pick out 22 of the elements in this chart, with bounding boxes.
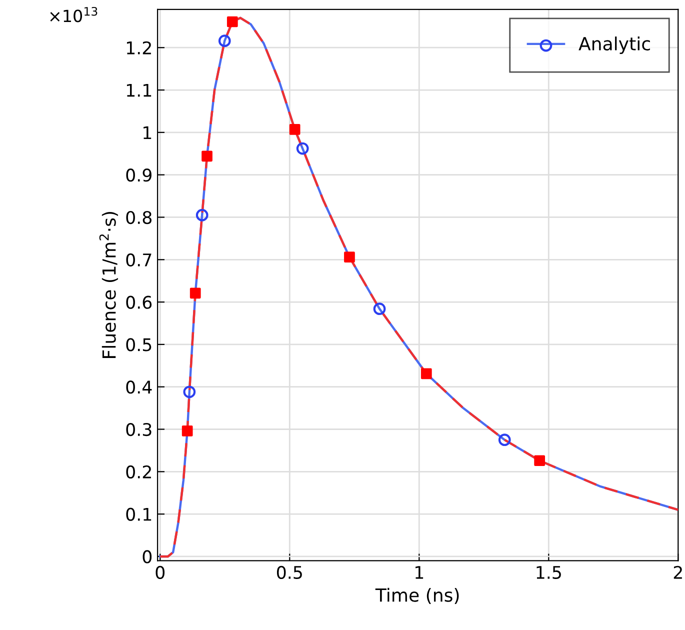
y-tick-label: 0.7	[126, 253, 152, 266]
text: ×10$^{13}$	[50, 6, 98, 22]
x-tick-label: 0	[156, 566, 165, 579]
x-tick-label: 2	[674, 566, 682, 579]
y-tick-label: 0.6	[126, 296, 152, 309]
y-tick-label: 0.8	[126, 210, 152, 224]
y-tick-label: 1.1	[126, 84, 152, 97]
x-axis-title: Time (ns)	[375, 588, 459, 604]
y-tick-label: 0	[142, 550, 152, 564]
y-tick-label: 1	[144, 126, 152, 140]
x-tick-label: 0.5	[276, 566, 302, 579]
y-axis-title: Fluence (1/m$^{2}$·s)	[99, 212, 118, 358]
y-tick-label: 0.9	[126, 168, 152, 182]
y-tick-label: 0.3	[126, 422, 152, 436]
legend-label: Analytic	[578, 36, 650, 54]
x-tick-label: 1	[416, 566, 424, 579]
y-tick-label: 0.4	[126, 380, 152, 394]
y-tick-label: 0.5	[126, 338, 152, 352]
y-tick-label: 1.2	[126, 41, 151, 54]
x-tick-label: 1.5	[536, 566, 561, 579]
y-tick-label: 0.1	[126, 508, 152, 521]
y-tick-label: 0.2	[126, 465, 151, 478]
